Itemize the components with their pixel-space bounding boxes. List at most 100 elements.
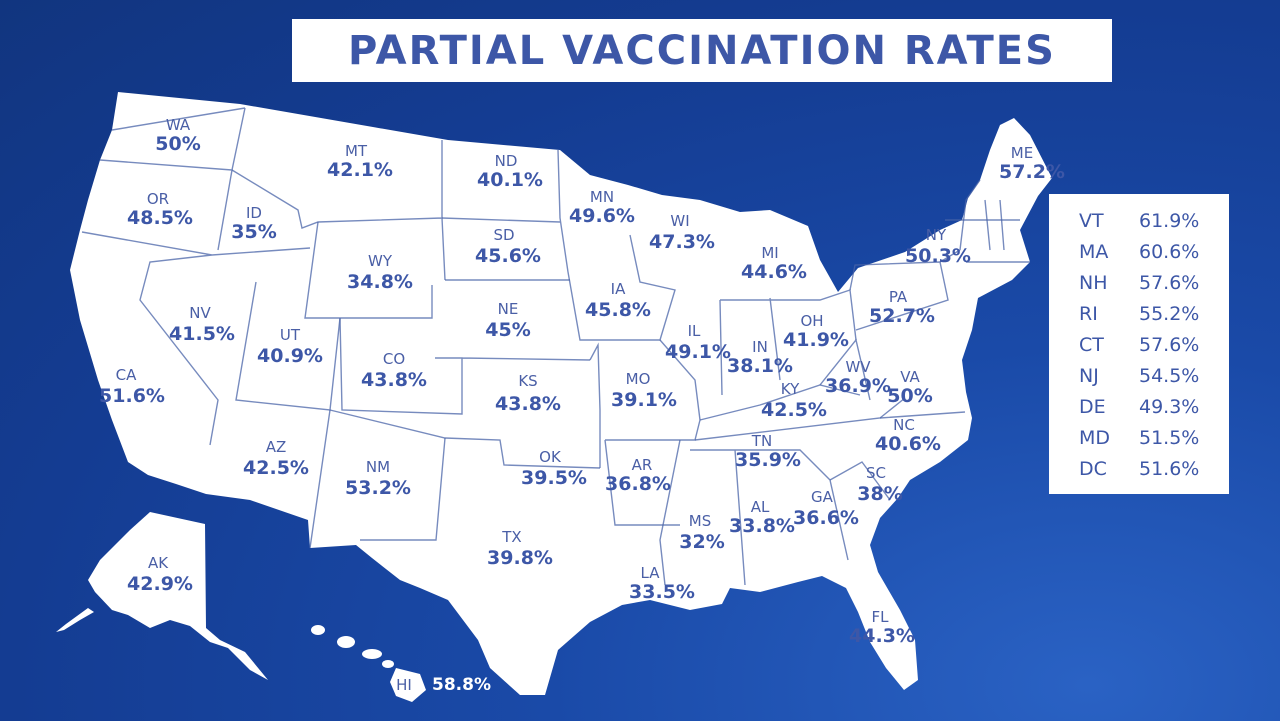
state-value-sc: 38% bbox=[857, 483, 902, 505]
state-value-ak: 42.9% bbox=[127, 573, 193, 595]
state-abbr-ks: KS bbox=[518, 372, 537, 390]
legend-row: VT 61.9% bbox=[1049, 205, 1229, 236]
state-value-me: 57.2% bbox=[999, 161, 1065, 183]
state-value-tx: 39.8% bbox=[487, 547, 553, 569]
legend-value: 57.6% bbox=[1139, 271, 1200, 294]
state-abbr-mo: MO bbox=[626, 370, 651, 388]
alaska-landmass bbox=[88, 512, 268, 680]
state-value-ca: 51.6% bbox=[99, 385, 165, 407]
state-abbr-or: OR bbox=[147, 190, 169, 208]
legend-value: 51.5% bbox=[1139, 426, 1200, 449]
legend-abbr: MD bbox=[1079, 426, 1111, 449]
state-value-pa: 52.7% bbox=[869, 305, 935, 327]
legend-abbr: RI bbox=[1079, 302, 1098, 325]
legend-row: DC 51.6% bbox=[1049, 453, 1229, 484]
state-value-nm: 53.2% bbox=[345, 477, 411, 499]
legend-row: DE 49.3% bbox=[1049, 391, 1229, 422]
state-abbr-tx: TX bbox=[501, 528, 521, 546]
hawaii-island-2 bbox=[337, 636, 355, 648]
map-title: PARTIAL VACCINATION RATES bbox=[348, 27, 1056, 74]
state-value-va: 50% bbox=[887, 385, 932, 407]
title-banner: PARTIAL VACCINATION RATES bbox=[292, 19, 1112, 82]
state-abbr-wi: WI bbox=[670, 212, 689, 230]
state-value-mt: 42.1% bbox=[327, 159, 393, 181]
state-value-wa: 50% bbox=[155, 133, 200, 155]
state-value-ne: 45% bbox=[485, 319, 530, 341]
state-value-mo: 39.1% bbox=[611, 389, 677, 411]
state-abbr-az: AZ bbox=[266, 438, 287, 456]
state-abbr-pa: PA bbox=[889, 288, 908, 306]
state-value-nv: 41.5% bbox=[169, 323, 235, 345]
legend-abbr: DC bbox=[1079, 457, 1107, 480]
state-abbr-sc: SC bbox=[866, 464, 886, 482]
state-abbr-ok: OK bbox=[539, 448, 562, 466]
state-abbr-mi: MI bbox=[761, 244, 778, 262]
state-value-al: 33.8% bbox=[729, 515, 795, 537]
legend-abbr: CT bbox=[1079, 333, 1104, 356]
legend-abbr: NJ bbox=[1079, 364, 1099, 387]
state-borders bbox=[81, 107, 1030, 586]
state-abbr-ms: MS bbox=[689, 512, 711, 530]
legend-row: RI 55.2% bbox=[1049, 298, 1229, 329]
state-value-fl: 44.3% bbox=[849, 625, 915, 647]
state-value-mn: 49.6% bbox=[569, 205, 635, 227]
legend-row: CT 57.6% bbox=[1049, 329, 1229, 360]
state-value-wi: 47.3% bbox=[649, 231, 715, 253]
state-abbr-mt: MT bbox=[345, 142, 368, 160]
legend-value: 51.6% bbox=[1139, 457, 1200, 480]
state-value-co: 43.8% bbox=[361, 369, 427, 391]
legend-value: 54.5% bbox=[1139, 364, 1200, 387]
state-value-id: 35% bbox=[231, 221, 276, 243]
legend-row: MD 51.5% bbox=[1049, 422, 1229, 453]
hawaii-big-island bbox=[390, 668, 426, 702]
legend-value: 60.6% bbox=[1139, 240, 1200, 263]
state-value-in: 38.1% bbox=[727, 355, 793, 377]
legend-abbr: NH bbox=[1079, 271, 1108, 294]
state-abbr-nm: NM bbox=[366, 458, 390, 476]
state-value-il: 49.1% bbox=[665, 341, 731, 363]
legend-row: NH 57.6% bbox=[1049, 267, 1229, 298]
state-value-ia: 45.8% bbox=[585, 299, 651, 321]
state-abbr-ga: GA bbox=[811, 488, 834, 506]
state-value-ga: 36.6% bbox=[793, 507, 859, 529]
state-value-la: 33.5% bbox=[629, 581, 695, 603]
state-abbr-ny: NY bbox=[926, 226, 947, 244]
state-abbr-nd: ND bbox=[495, 152, 518, 170]
state-abbr-in: IN bbox=[752, 338, 768, 356]
state-abbr-ca: CA bbox=[116, 366, 137, 384]
state-value-tn: 35.9% bbox=[735, 449, 801, 471]
state-value-ar: 36.8% bbox=[605, 473, 671, 495]
state-labels: WA 50% OR 48.5% ID 35% MT 42.1% ND 40.1%… bbox=[99, 116, 1065, 695]
state-abbr-hi: HI bbox=[396, 676, 412, 694]
state-value-ok: 39.5% bbox=[521, 467, 587, 489]
state-abbr-mn: MN bbox=[590, 188, 614, 206]
state-value-ut: 40.9% bbox=[257, 345, 323, 367]
state-value-nd: 40.1% bbox=[477, 169, 543, 191]
state-abbr-ak: AK bbox=[148, 554, 169, 572]
legend-abbr: DE bbox=[1079, 395, 1106, 418]
hawaii-island-4 bbox=[382, 660, 394, 668]
state-value-mi: 44.6% bbox=[741, 261, 807, 283]
state-abbr-id: ID bbox=[246, 204, 262, 222]
small-states-legend: VT 61.9% MA 60.6% NH 57.6% RI 55.2% CT 5… bbox=[1049, 194, 1229, 494]
state-abbr-ky: KY bbox=[781, 380, 800, 398]
hawaii-island-3 bbox=[362, 649, 382, 659]
state-abbr-al: AL bbox=[751, 498, 770, 516]
state-abbr-la: LA bbox=[641, 564, 661, 582]
state-abbr-fl: FL bbox=[872, 608, 890, 626]
state-abbr-co: CO bbox=[383, 350, 405, 368]
state-abbr-tn: TN bbox=[751, 432, 772, 450]
legend-row: NJ 54.5% bbox=[1049, 360, 1229, 391]
legend-row: MA 60.6% bbox=[1049, 236, 1229, 267]
state-abbr-nv: NV bbox=[189, 304, 211, 322]
state-value-oh: 41.9% bbox=[783, 329, 849, 351]
hawaii-island-1 bbox=[311, 625, 325, 635]
legend-value: 49.3% bbox=[1139, 395, 1200, 418]
state-abbr-ut: UT bbox=[280, 326, 301, 344]
state-value-wv: 36.9% bbox=[825, 375, 891, 397]
state-value-ms: 32% bbox=[679, 531, 724, 553]
legend-abbr: VT bbox=[1079, 209, 1104, 232]
state-abbr-wv: WV bbox=[845, 358, 871, 376]
state-abbr-ia: IA bbox=[611, 280, 626, 298]
